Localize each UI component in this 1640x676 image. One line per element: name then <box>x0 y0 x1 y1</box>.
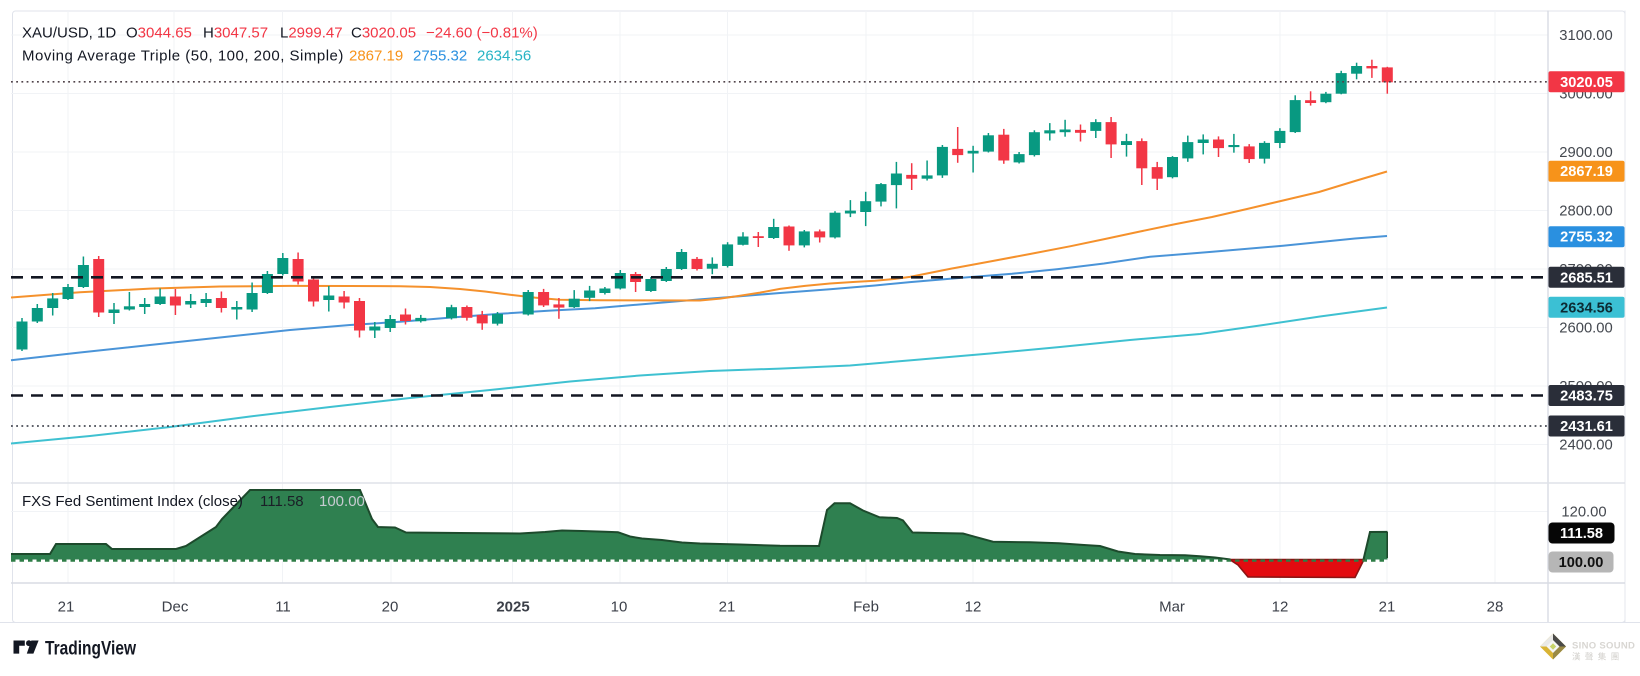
svg-text:2685.51: 2685.51 <box>1560 270 1613 286</box>
svg-text:21: 21 <box>58 599 75 616</box>
svg-text:SINO SOUND: SINO SOUND <box>1572 641 1635 652</box>
svg-text:11: 11 <box>275 599 291 616</box>
svg-text:Feb: Feb <box>853 599 879 616</box>
svg-text:2400.00: 2400.00 <box>1559 438 1613 454</box>
svg-text:Mar: Mar <box>1159 599 1185 616</box>
svg-text:2634.56: 2634.56 <box>1560 300 1613 316</box>
svg-text:O3044.65: O3044.65 <box>126 25 192 42</box>
svg-text:2755.32: 2755.32 <box>1560 230 1613 246</box>
svg-text:3020.05: 3020.05 <box>1560 75 1613 91</box>
svg-text:111.58: 111.58 <box>260 493 304 510</box>
svg-text:3100.00: 3100.00 <box>1559 28 1613 44</box>
svg-text:28: 28 <box>1487 599 1504 616</box>
svg-text:Moving Average Triple (50, 100: Moving Average Triple (50, 100, 200, Sim… <box>22 48 344 65</box>
svg-text:12: 12 <box>1272 599 1289 616</box>
svg-text:2025: 2025 <box>496 599 529 616</box>
svg-text:2600.00: 2600.00 <box>1559 321 1613 337</box>
svg-text:H3047.57: H3047.57 <box>203 25 268 42</box>
svg-text:2900.00: 2900.00 <box>1559 145 1613 161</box>
svg-text:C3020.05: C3020.05 <box>351 25 416 42</box>
svg-text:2755.32: 2755.32 <box>413 48 467 65</box>
svg-text:20: 20 <box>382 599 399 616</box>
svg-text:21: 21 <box>1379 599 1396 616</box>
svg-text:Dec: Dec <box>162 599 189 616</box>
svg-text:21: 21 <box>719 599 736 616</box>
svg-text:2867.19: 2867.19 <box>349 48 403 65</box>
svg-text:2431.61: 2431.61 <box>1560 419 1613 435</box>
svg-text:100.00: 100.00 <box>319 493 365 510</box>
svg-text:10: 10 <box>611 599 628 616</box>
svg-text:100.00: 100.00 <box>1559 555 1604 571</box>
svg-text:FXS Fed Sentiment Index (close: FXS Fed Sentiment Index (close) <box>22 493 243 510</box>
svg-text:XAU/USD, 1D: XAU/USD, 1D <box>22 25 116 42</box>
svg-text:L2999.47: L2999.47 <box>280 25 343 42</box>
svg-text:2867.19: 2867.19 <box>1560 164 1613 180</box>
svg-text:12: 12 <box>965 599 982 616</box>
svg-text:2483.75: 2483.75 <box>1560 389 1613 405</box>
svg-text:漢聲集團: 漢聲集團 <box>1572 652 1624 662</box>
svg-text:TradingView: TradingView <box>45 639 136 660</box>
svg-text:2800.00: 2800.00 <box>1559 204 1613 220</box>
svg-text:2634.56: 2634.56 <box>477 48 531 65</box>
svg-text:111.58: 111.58 <box>1560 526 1603 542</box>
svg-text:−24.60 (−0.81%): −24.60 (−0.81%) <box>426 25 538 42</box>
svg-text:120.00: 120.00 <box>1561 505 1606 521</box>
